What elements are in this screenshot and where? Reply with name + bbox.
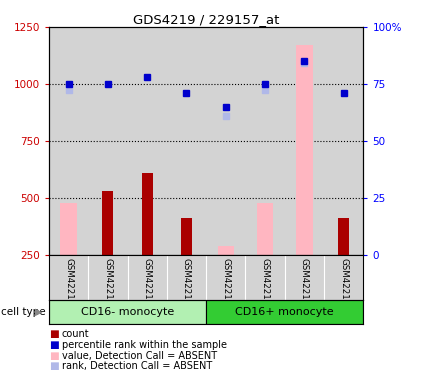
- Text: percentile rank within the sample: percentile rank within the sample: [62, 340, 227, 350]
- Title: GDS4219 / 229157_at: GDS4219 / 229157_at: [133, 13, 279, 26]
- Bar: [257, 203, 273, 255]
- Text: GSM422114: GSM422114: [261, 258, 269, 310]
- Bar: [218, 246, 234, 255]
- Bar: [338, 218, 349, 255]
- Text: GSM422113: GSM422113: [221, 258, 230, 310]
- Text: GSM422111: GSM422111: [143, 258, 152, 310]
- Text: GSM422109: GSM422109: [64, 258, 73, 310]
- Bar: [102, 191, 113, 255]
- Text: ▶: ▶: [35, 307, 43, 317]
- Text: ■: ■: [49, 340, 59, 350]
- Text: GSM422110: GSM422110: [103, 258, 112, 310]
- Text: count: count: [62, 329, 89, 339]
- Bar: [60, 203, 77, 255]
- Text: value, Detection Call = ABSENT: value, Detection Call = ABSENT: [62, 351, 217, 361]
- Bar: [206, 300, 363, 324]
- Text: GSM422112: GSM422112: [182, 258, 191, 310]
- Text: cell type: cell type: [1, 307, 45, 317]
- Text: ■: ■: [49, 329, 59, 339]
- Bar: [49, 300, 206, 324]
- Bar: [296, 45, 313, 255]
- Text: CD16- monocyte: CD16- monocyte: [81, 307, 174, 317]
- Text: GSM422116: GSM422116: [339, 258, 348, 310]
- Text: ■: ■: [49, 351, 59, 361]
- Text: rank, Detection Call = ABSENT: rank, Detection Call = ABSENT: [62, 361, 212, 371]
- Bar: [181, 218, 192, 255]
- Text: GSM422115: GSM422115: [300, 258, 309, 310]
- Text: CD16+ monocyte: CD16+ monocyte: [235, 307, 334, 317]
- Bar: [142, 173, 153, 255]
- Text: ■: ■: [49, 361, 59, 371]
